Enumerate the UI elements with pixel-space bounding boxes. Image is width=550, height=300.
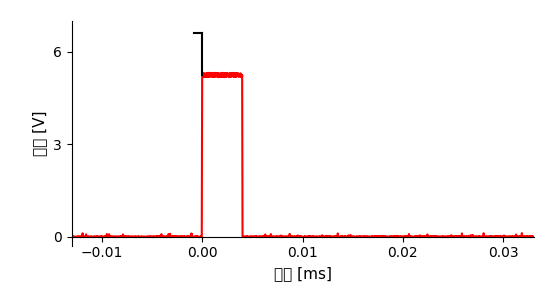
Y-axis label: 電圧 [V]: 電圧 [V] bbox=[32, 111, 47, 156]
X-axis label: 時刻 [ms]: 時刻 [ms] bbox=[273, 266, 332, 281]
